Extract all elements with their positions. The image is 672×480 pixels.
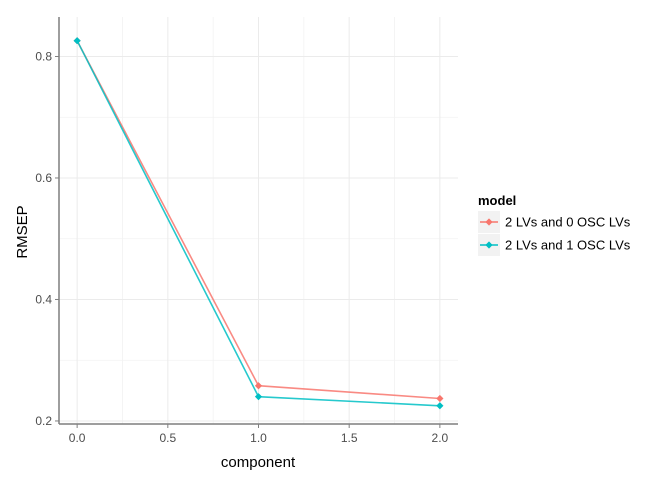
data-point bbox=[73, 37, 81, 45]
x-axis-ticks: 0.0 0.5 1.0 1.5 2.0 bbox=[69, 424, 449, 445]
data-point bbox=[254, 393, 263, 401]
x-tick-label: 1.5 bbox=[341, 431, 358, 445]
legend-items: 2 LVs and 0 OSC LVs 2 LVs and 1 OSC LVs bbox=[478, 211, 631, 256]
legend-label: 2 LVs and 1 OSC LVs bbox=[505, 238, 631, 253]
x-axis-title: component bbox=[221, 454, 296, 471]
grid-major bbox=[59, 17, 458, 424]
y-tick-label: 0.2 bbox=[35, 414, 52, 428]
legend-item: 2 LVs and 1 OSC LVs bbox=[478, 234, 631, 256]
y-tick-label: 0.6 bbox=[35, 171, 52, 185]
legend-key-marker bbox=[485, 241, 493, 249]
x-tick-label: 2.0 bbox=[432, 431, 449, 445]
data-point bbox=[254, 382, 263, 390]
y-axis-ticks: 0.2 0.4 0.6 0.8 bbox=[35, 49, 59, 428]
x-tick-label: 1.0 bbox=[250, 431, 267, 445]
series-layer bbox=[73, 37, 444, 410]
y-axis-title: RMSEP bbox=[14, 205, 31, 258]
legend-title: model bbox=[478, 193, 516, 208]
data-point bbox=[436, 402, 444, 410]
series-2 bbox=[73, 37, 444, 410]
legend-label: 2 LVs and 0 OSC LVs bbox=[505, 215, 631, 230]
x-tick-label: 0.5 bbox=[159, 431, 176, 445]
data-point bbox=[436, 394, 444, 403]
legend-item: 2 LVs and 0 OSC LVs bbox=[478, 211, 631, 233]
y-tick-label: 0.8 bbox=[35, 49, 52, 63]
x-tick-label: 0.0 bbox=[69, 431, 86, 445]
y-tick-label: 0.4 bbox=[35, 292, 52, 306]
legend-key-marker bbox=[485, 218, 493, 226]
legend: model 2 LVs and 0 OSC LVs 2 LVs and 1 OSC… bbox=[478, 193, 631, 256]
